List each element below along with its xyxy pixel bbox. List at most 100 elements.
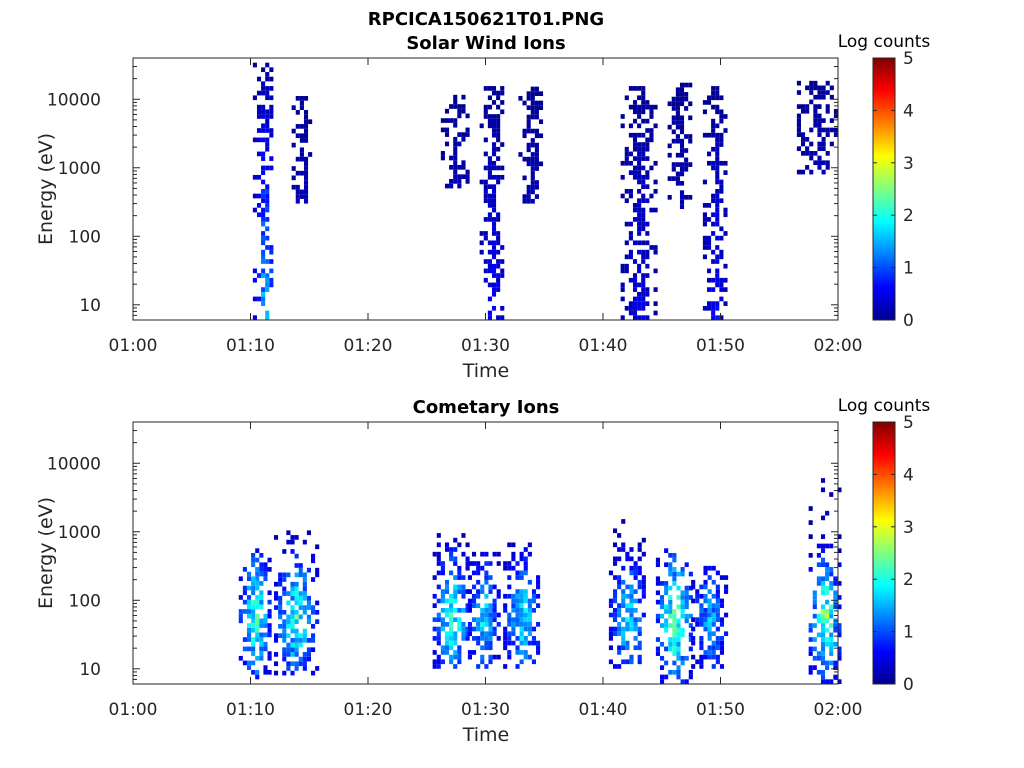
- heatmap-cell: [534, 128, 539, 134]
- heatmap-cell: [641, 254, 646, 260]
- heatmap-cell: [632, 277, 638, 283]
- heatmap-cell: [269, 132, 274, 138]
- heatmap-cell: [252, 315, 257, 320]
- heatmap-cell: [624, 189, 629, 194]
- heatmap-cell: [702, 179, 707, 185]
- heatmap-cell: [829, 609, 834, 614]
- heatmap-cell: [432, 617, 437, 623]
- heatmap-cell: [817, 165, 822, 170]
- heatmap-cell: [519, 659, 524, 665]
- heatmap-cell: [484, 636, 489, 641]
- heatmap-cell: [820, 646, 826, 652]
- heatmap-cell: [719, 249, 724, 255]
- heatmap-cell: [467, 561, 472, 566]
- heatmap-cell: [265, 226, 270, 232]
- heatmap-cell: [668, 553, 673, 558]
- heatmap-cell: [467, 622, 472, 627]
- heatmap-cell: [457, 659, 462, 665]
- heatmap-cell: [286, 530, 291, 536]
- heatmap-cell: [511, 603, 516, 608]
- heatmap-cell: [311, 647, 316, 653]
- heatmap-cell: [500, 315, 505, 320]
- heatmap-cell: [671, 129, 676, 135]
- heatmap-cell: [617, 631, 622, 637]
- heatmap-cell: [256, 109, 262, 115]
- heatmap-cell: [483, 86, 488, 91]
- heatmap-cell: [261, 189, 266, 194]
- heatmap-cell: [500, 268, 505, 274]
- heatmap-cell: [833, 581, 838, 586]
- heatmap-cell: [487, 123, 492, 129]
- heatmap-cell: [637, 165, 642, 171]
- heatmap-cell: [453, 165, 458, 170]
- heatmap-cell: [676, 651, 681, 656]
- heatmap-cell: [298, 614, 303, 620]
- heatmap-cell: [265, 235, 270, 241]
- heatmap-cell: [715, 603, 720, 608]
- y-tick-label: 10000: [47, 90, 101, 110]
- heatmap-cell: [719, 282, 724, 288]
- heatmap-cell: [511, 626, 516, 632]
- heatmap-cell: [641, 537, 646, 543]
- heatmap-cell: [507, 584, 512, 590]
- heatmap-cell: [684, 604, 689, 610]
- heatmap-cell: [487, 259, 492, 264]
- heatmap-cell: [808, 623, 813, 628]
- heatmap-cell: [282, 586, 287, 592]
- heatmap-cell: [703, 579, 708, 585]
- heatmap-cell: [302, 591, 307, 596]
- heatmap-cell: [833, 590, 838, 596]
- heatmap-cell: [536, 579, 541, 585]
- heatmap-cell: [679, 87, 685, 93]
- heatmap-cell: [675, 138, 680, 144]
- heatmap-cell: [707, 645, 712, 651]
- heatmap-cell: [715, 626, 720, 632]
- heatmap-cell: [483, 165, 488, 171]
- heatmap-cell: [653, 301, 658, 306]
- heatmap-cell: [491, 282, 497, 288]
- heatmap-cell: [711, 631, 716, 637]
- heatmap-cell: [491, 226, 497, 232]
- heatmap-cell: [251, 641, 256, 647]
- heatmap-cell: [269, 277, 274, 283]
- heatmap-cell: [637, 626, 642, 632]
- heatmap-cell: [628, 132, 633, 138]
- heatmap-cell: [628, 170, 633, 175]
- heatmap-cell: [457, 570, 462, 576]
- heatmap-cell: [492, 612, 497, 618]
- heatmap-cell: [496, 231, 501, 236]
- heatmap-cell: [820, 609, 826, 614]
- heatmap-cell: [816, 632, 821, 638]
- heatmap-cell: [645, 128, 650, 133]
- heatmap-cell: [500, 305, 505, 311]
- heatmap-cell: [440, 593, 445, 599]
- heatmap-cell: [315, 572, 320, 578]
- heatmap-cell: [453, 136, 458, 142]
- heatmap-cell: [444, 640, 450, 646]
- heatmap-cell: [672, 618, 677, 624]
- heatmap-cell: [261, 67, 266, 73]
- heatmap-cell: [684, 162, 689, 167]
- heatmap-cell: [255, 595, 260, 600]
- heatmap-cell: [707, 617, 712, 623]
- heatmap-cell: [621, 617, 626, 623]
- heatmap-cell: [491, 198, 497, 204]
- heatmap-cell: [496, 212, 501, 218]
- heatmap-cell: [675, 96, 680, 102]
- y-tick-label: 10: [79, 660, 101, 680]
- heatmap-cell: [641, 193, 646, 199]
- heatmap-cell: [813, 122, 818, 128]
- heatmap-cell: [467, 598, 472, 604]
- heatmap-cell: [679, 129, 685, 135]
- heatmap-cell: [311, 558, 316, 564]
- heatmap-cell: [820, 627, 826, 633]
- heatmap-cell: [536, 640, 541, 646]
- heatmap-cell: [507, 650, 512, 655]
- heatmap-cell: [476, 622, 481, 627]
- heatmap-cell: [817, 141, 822, 147]
- heatmap-cell: [274, 595, 279, 601]
- heatmap-cell: [526, 128, 531, 134]
- heatmap-cell: [294, 666, 299, 671]
- heatmap-cell: [282, 633, 287, 639]
